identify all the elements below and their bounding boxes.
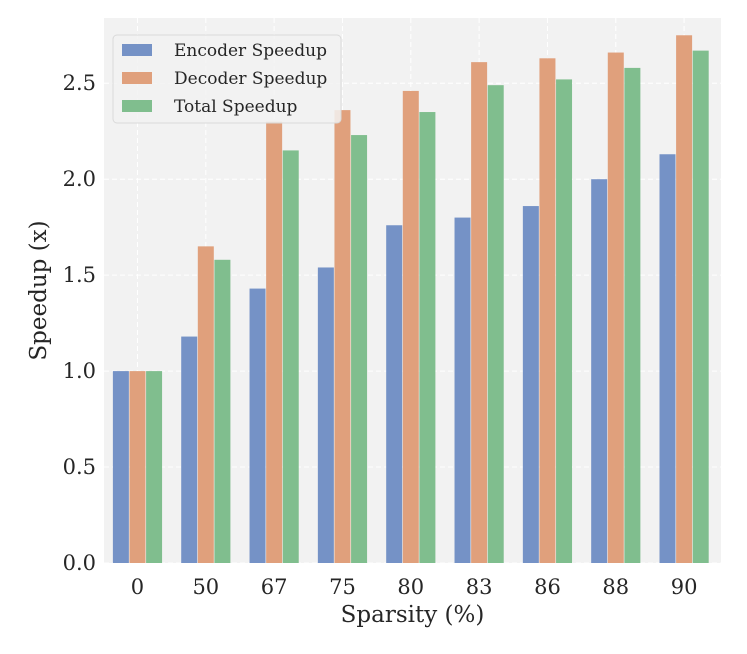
x-tick-label: 0	[131, 575, 144, 599]
x-tick-label: 75	[329, 575, 356, 599]
y-axis-label: Speedup (x)	[26, 220, 52, 360]
bar-total-speedup-86	[556, 79, 573, 563]
x-tick-label: 88	[602, 575, 629, 599]
bar-total-speedup-75	[351, 135, 368, 563]
legend-swatch	[122, 72, 152, 84]
bar-total-speedup-88	[624, 67, 641, 564]
y-tick-label: 1.5	[63, 263, 96, 287]
bar-encoder-speedup-90	[659, 154, 676, 563]
legend-label: Total Speedup	[174, 97, 298, 117]
bar-decoder-speedup-86	[539, 58, 556, 564]
legend-box	[112, 34, 342, 124]
y-tick-label: 0.5	[63, 455, 96, 479]
bar-encoder-speedup-80	[386, 225, 403, 563]
x-tick-label: 83	[466, 575, 493, 599]
bar-encoder-speedup-0	[112, 371, 129, 563]
x-tick-labels: 0 50 67 75 80 83 86 88 90	[131, 575, 698, 599]
y-tick-label: 2.0	[63, 167, 96, 191]
bar-total-speedup-83	[487, 85, 504, 563]
bar-encoder-speedup-50	[181, 336, 198, 563]
x-tick-label: 86	[534, 575, 561, 599]
bar-decoder-speedup-88	[607, 52, 624, 563]
bar-decoder-speedup-83	[471, 62, 488, 563]
x-tick-label: 90	[671, 575, 698, 599]
bar-encoder-speedup-88	[591, 179, 608, 563]
x-axis-label: Sparsity (%)	[341, 602, 485, 628]
bar-total-speedup-80	[419, 112, 436, 564]
y-tick-label: 2.5	[63, 71, 96, 95]
y-tick-labels: 0.0 0.5 1.0 1.5 2.0 2.5	[63, 71, 96, 575]
legend-swatch	[122, 44, 152, 56]
legend-swatch	[122, 100, 152, 112]
legend: Encoder Speedup Decoder Speedup Total Spee…	[112, 34, 342, 124]
y-tick-label: 1.0	[63, 359, 96, 383]
bar-total-speedup-0	[146, 371, 163, 563]
legend-label: Decoder Speedup	[174, 69, 327, 89]
bar-encoder-speedup-86	[522, 206, 539, 563]
bar-encoder-speedup-75	[317, 267, 334, 563]
legend-label: Encoder Speedup	[174, 41, 327, 61]
bar-total-speedup-67	[282, 150, 299, 563]
x-tick-label: 67	[261, 575, 288, 599]
bar-decoder-speedup-0	[129, 371, 146, 563]
bar-encoder-speedup-67	[249, 288, 266, 563]
bar-encoder-speedup-83	[454, 217, 471, 564]
bar-decoder-speedup-50	[197, 246, 214, 563]
x-tick-label: 50	[192, 575, 219, 599]
bars	[112, 35, 709, 564]
bar-total-speedup-50	[214, 259, 231, 563]
bar-decoder-speedup-67	[266, 121, 283, 563]
x-tick-label: 80	[397, 575, 424, 599]
bar-decoder-speedup-75	[334, 110, 351, 564]
bar-total-speedup-90	[692, 50, 709, 564]
bar-decoder-speedup-80	[402, 90, 419, 563]
bar-decoder-speedup-90	[676, 35, 693, 564]
y-tick-label: 0.0	[63, 551, 96, 575]
